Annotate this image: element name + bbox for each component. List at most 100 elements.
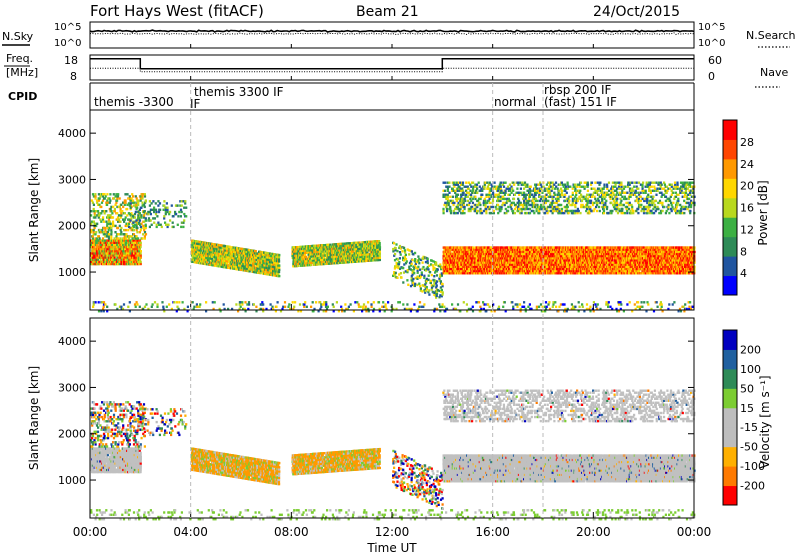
echo-cell-2184 [278,254,280,256]
echo-cell-982 [141,197,143,199]
echo-cell-1092 [163,209,165,211]
echo-cell-1066 [151,202,153,204]
echo-cell-3182 [411,259,413,261]
echo-cell-664 [95,195,97,197]
echo-cell-3309 [435,262,437,264]
echo-cell-2458 [318,263,320,265]
echo-cell-792 [114,208,116,210]
beam-label: Beam 21 [356,4,419,20]
echo-cell-3162 [408,253,410,255]
echo-cell-3253 [426,286,428,288]
echo-cell-971 [140,199,142,201]
noise-search-series [90,33,694,35]
echo-cell-3197 [414,258,416,260]
echo-cell-1065 [151,224,153,226]
echo-cell-3330 [439,263,441,265]
echo-cell-1038 [139,224,141,226]
frequency-series [90,59,694,69]
echo-cell-748 [108,237,110,239]
echo-cell-3259 [427,262,429,264]
echo-cell-1122 [174,211,176,213]
echo-cell-800 [115,202,117,204]
echo-cell-1043 [140,207,142,209]
echo-cell-620 [139,239,141,241]
noise-tick-bottom-right: 10^0 [698,38,725,49]
echo-cell-750 [108,233,110,235]
echo-cell-1128 [177,215,179,217]
echo-cell-865 [125,199,127,201]
echo-cell-621 [140,263,142,265]
echo-cell-774 [110,227,112,229]
echo-cell-1112 [168,213,170,215]
echo-cell-769 [110,237,112,239]
echo-cell-2484 [321,261,323,263]
echo-cell-3225 [421,274,423,276]
echo-cell-969 [140,229,142,231]
nsearch-label: N.Search [746,29,796,42]
echo-cell-1106 [167,226,169,228]
echo-cell-1074 [154,217,156,219]
echo-cell-946 [136,197,138,199]
echo-cell-103 [98,263,100,265]
echo-cell-2178 [278,269,280,271]
noise-tick-bottom-left: 10^0 [54,38,81,49]
echo-cell-2377 [310,264,312,266]
echo-cell-1143 [183,219,185,221]
echo-cell-1059 [149,211,151,213]
noise-tick-top-right: 10^5 [698,22,725,33]
echo-cell-1111 [167,224,169,226]
echo-cell-1117 [172,222,174,224]
echo-cell-628 [140,244,142,246]
echo-cell-722 [104,197,106,199]
echo-cell-821 [118,218,120,220]
echo-cell-3279 [431,274,433,276]
echo-cell-817 [117,216,119,218]
echo-cell-851 [123,221,125,223]
echo-cell-1012 [128,226,130,228]
echo-cell-1075 [155,213,157,215]
echo-cell-3294 [433,275,435,277]
echo-cell-884 [128,237,130,239]
echo-cell-781 [112,223,114,225]
echo-cell-1082 [157,222,159,224]
echo-cell-3273 [430,280,432,282]
echo-cell-901 [131,235,133,237]
echo-cell-965 [139,231,141,233]
echo-cell-3185 [412,278,414,280]
echo-cell-861 [125,229,127,231]
echo-cell-3265 [427,268,429,270]
echo-cell-87 [97,259,99,261]
echo-cell-2181 [278,260,280,262]
echo-cell-939 [136,229,138,231]
echo-cell-1070 [153,222,155,224]
echo-cell-682 [98,199,100,201]
echo-cell-1108 [167,211,169,213]
echo-cell-3125 [399,257,401,259]
freq-unit-label: [MHz] [6,66,38,79]
echo-cell-694 [99,195,101,197]
echo-cell-739 [106,199,108,201]
echo-cell-809 [116,199,118,201]
echo-cell-3190 [413,272,415,274]
echo-cell-3159 [407,284,409,286]
echo-cell-812 [117,237,119,239]
echo-cell-3206 [417,272,419,274]
echo-cell-1069 [152,200,154,202]
echo-cell-868 [125,235,127,237]
echo-cell-646 [93,221,95,223]
echo-cell-924 [133,233,135,235]
echo-cell-453 [126,252,128,254]
echo-cell-874 [126,214,128,216]
echo-cell-42 [93,242,95,244]
frequency-panel: Freq. [MHz] 18 8 60 0 Nave [4,52,788,87]
echo-cell-1002 [144,206,146,208]
echo-cell-1057 [149,226,151,228]
echo-cell-768 [109,193,111,195]
echo-cell-3088 [379,242,381,244]
echo-cell-1133 [180,215,182,217]
echo-cell-1015 [129,204,131,206]
echo-cell-723 [104,193,106,195]
echo-cell-3138 [402,267,404,269]
echo-cell-766 [110,208,112,210]
